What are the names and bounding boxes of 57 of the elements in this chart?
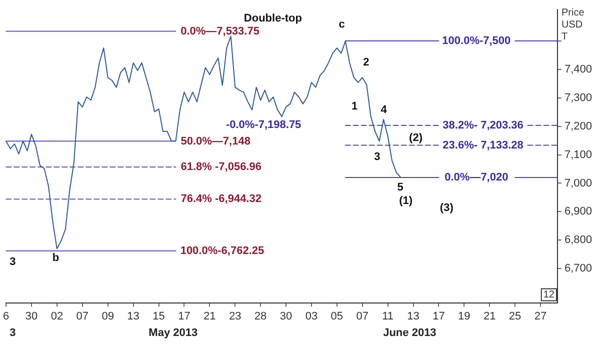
x-tick-label: 02 [50,310,64,322]
x-tick-label: 13 [407,310,420,322]
annotation: 50.0%—7,148 [180,135,250,148]
annotation: 1 [351,100,358,112]
annotation: 5 [397,182,404,194]
annotation: 61.8% -7,056.96 [180,161,262,174]
annotation: 12 [543,290,555,301]
annotation: 3 [10,256,16,268]
annotation: 4 [380,104,388,116]
x-tick-label: 15 [152,310,165,322]
annotation: (1) [399,195,413,208]
x-tick-label: 30 [25,310,38,322]
annotation: 76.4% -6,944.32 [180,193,262,206]
x-tick-label: 28 [254,310,267,322]
x-tick-label: 17 [432,310,445,322]
annotation: 23.6%- 7,133.28 [442,139,524,152]
y-tick-label: 7,400 [564,63,592,76]
annotation: 100.0%-7,500 [442,35,511,48]
y-tick-label: 7,000 [564,177,592,190]
x-tick-label: 25 [508,310,522,322]
x-tick-label: 17 [178,310,190,322]
annotation: 2 [363,56,370,68]
x-tick-label: 03 [305,310,318,322]
x-tick-label: 05 [330,310,344,322]
text: May 2013 [148,326,198,339]
x-tick-label: 30 [280,310,292,322]
annotation: Double-top [244,12,302,24]
annotation: b [52,252,60,264]
text: 3 [10,326,16,339]
x-tick-label: 19 [458,310,470,322]
annotation: -0.0%-7,198.75 [226,118,302,131]
y-axis-title: Price USD T [561,7,585,42]
y-tick-label: 7,100 [564,148,592,161]
text: June 2013 [383,326,436,339]
annotation: 38.2%- 7,203.36 [442,119,524,132]
x-tick-label: 11 [382,310,394,322]
x-tick-label: 23 [228,310,242,322]
annotation: (2) [409,132,423,144]
annotation: 0.0%—7,020 [444,172,508,184]
x-tick-label: 27 [534,310,547,322]
y-tick-label: 7,300 [564,92,592,104]
annotation: c [338,18,345,30]
y-tick-label: 6,900 [564,206,592,218]
x-tick-label: 07 [76,310,89,322]
x-tick-label: 13 [127,310,140,322]
x-tick-label: 6 [2,310,10,322]
y-tick-label: 6,800 [564,234,592,246]
y-tick-label: 6,700 [564,262,592,275]
x-tick-label: 21 [204,310,216,322]
x-tick-label: 07 [356,310,368,322]
y-tick-label: 7,200 [564,120,592,132]
annotation: 0.0%—7,533.75 [180,25,260,38]
x-tick-label: 09 [102,310,114,322]
annotation: 3 [374,151,380,164]
annotation: (3) [440,202,454,214]
x-tick-label: 21 [483,310,496,322]
annotation: 100.0%-6,762.25 [180,244,264,257]
